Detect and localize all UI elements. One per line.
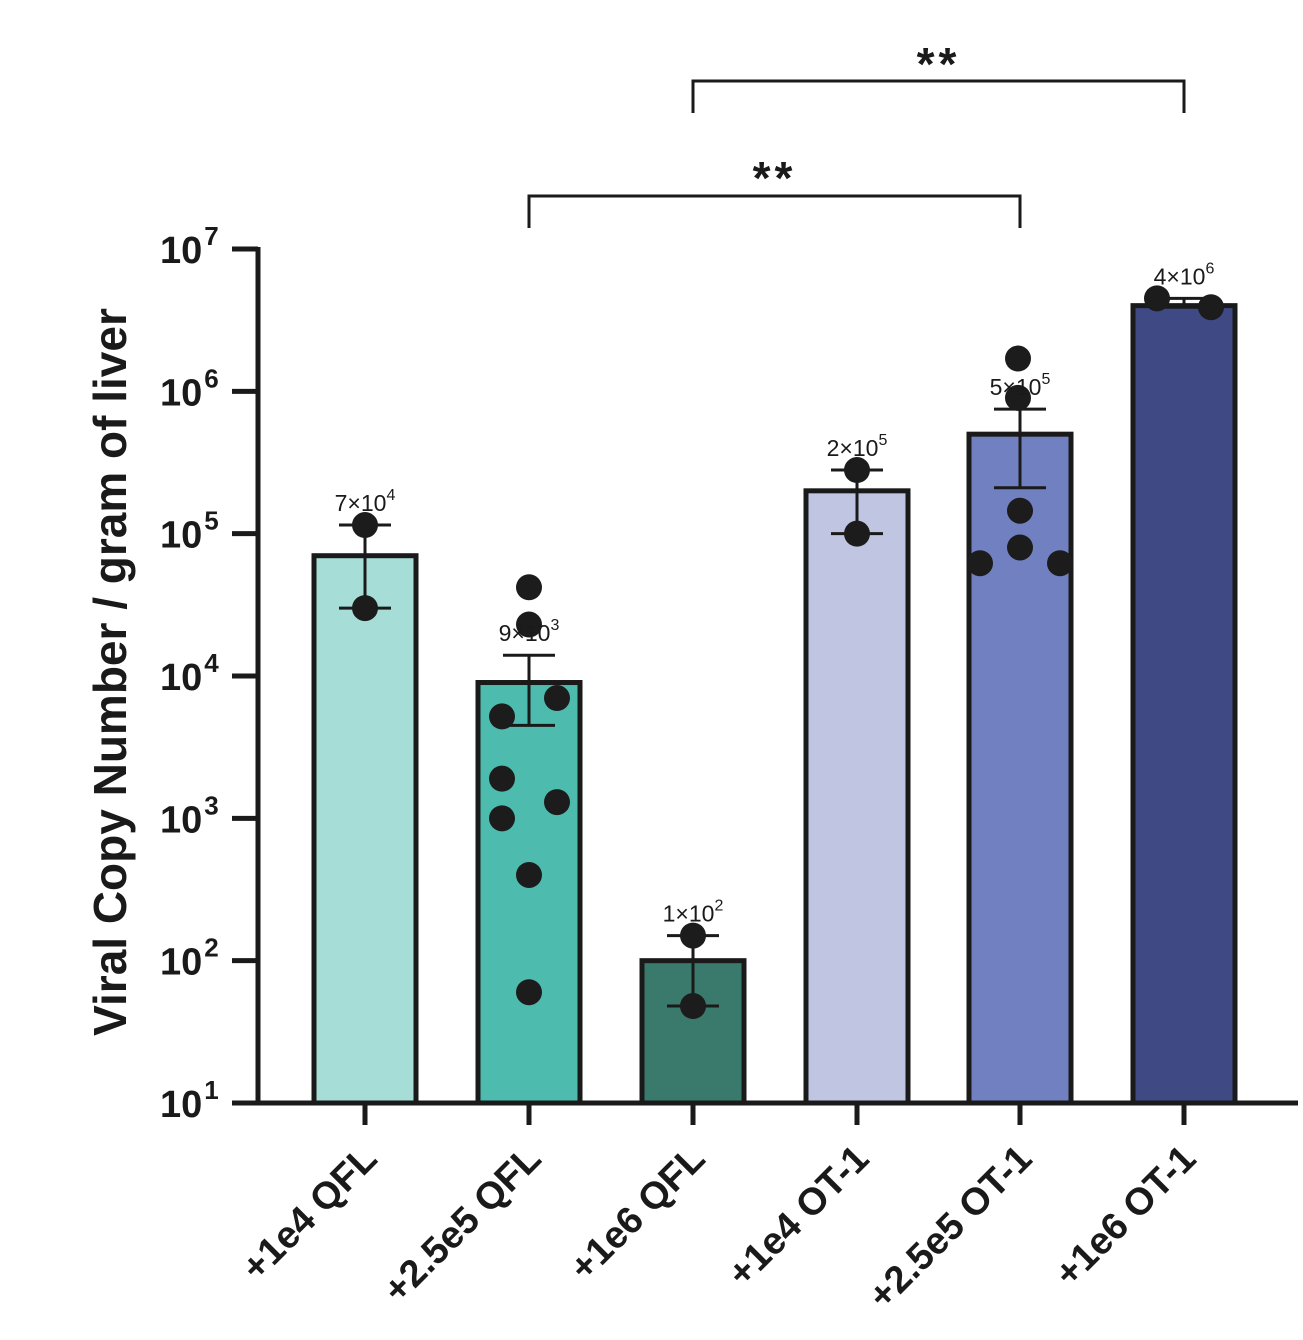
bars [311,303,1238,1106]
data-point [489,703,515,730]
bar-value-label-3: 1×102 [663,898,724,927]
significance-bracket-2 [691,79,1186,113]
data-point [516,861,542,888]
data-point [1007,497,1033,524]
y-tick-label-base: 10 [160,230,202,272]
data-point [1047,550,1073,577]
y-tick-label-base: 10 [160,942,202,984]
y-tick-label-exponent: 7 [204,221,218,251]
bar-value-label-2: 9×103 [499,617,560,646]
bar-value-label-base: 1×10 [663,901,715,927]
bar-value-label-exponent: 3 [550,617,559,634]
y-tick-label: 107 [160,221,219,272]
bar-4 [803,488,911,1106]
significance-label-2: ** [917,38,961,90]
y-tick-label-base: 10 [160,515,202,557]
bar-value-label-6: 4×106 [1154,260,1215,289]
y-tick-label-exponent: 1 [204,1075,218,1105]
data-point [489,765,515,792]
data-point [516,574,542,601]
bar-value-label-base: 5×10 [990,374,1042,400]
bar-value-label-exponent: 5 [878,432,887,449]
data-point [544,685,570,712]
data-point [1005,345,1031,372]
data-points [352,285,1224,1020]
significance-bracket-1 [527,194,1022,228]
y-tick-label-base: 10 [160,372,202,414]
significance-label-1: ** [753,152,797,204]
bar-value-label-base: 7×10 [335,490,387,516]
data-point [352,595,378,622]
y-tick-label-base: 10 [160,1084,202,1126]
data-point [1005,384,1031,411]
bar-value-label-4: 2×105 [827,432,888,461]
x-tick-label-1: +1e4 QFL [234,1138,385,1289]
data-point [680,922,706,949]
bar-value-label-base: 4×10 [1154,263,1206,289]
y-tick-label: 106 [160,363,219,414]
y-tick-label-exponent: 3 [204,790,218,820]
bar-value-label-exponent: 2 [714,898,723,915]
bar-value-label-base: 2×10 [827,435,879,461]
significance-brackets: ** ** [527,38,1186,228]
x-ticks: +1e4 QFL+2.5e5 QFL +1e6 QFL +1e4 OT-1+2.5e… [234,1103,1204,1317]
data-point [516,979,542,1006]
bar-value-label-exponent: 6 [1205,260,1214,277]
x-tick-label-3: +1e6 QFL [562,1138,713,1289]
bar-2 [475,680,583,1106]
bar-6 [1130,303,1238,1106]
bar-value-label-5: 5×105 [990,371,1051,400]
bar-value-label-1: 7×104 [335,487,396,516]
y-tick-label-exponent: 4 [204,648,219,678]
data-point [1007,534,1033,561]
data-point [844,520,870,547]
data-point [680,993,706,1020]
y-tick-label-exponent: 2 [204,933,218,963]
y-tick-label: 102 [160,933,219,984]
x-tick-label-6: +1e6 OT-1 [1047,1138,1204,1295]
bar-value-label-exponent: 4 [386,487,395,504]
x-tick-label-4: +1e4 OT-1 [720,1138,877,1295]
data-point [967,550,993,577]
data-point [1198,294,1224,321]
bar-value-label-base: 9×10 [499,620,551,646]
x-tick-label-5: +2.5e5 OT-1 [861,1138,1041,1318]
data-point [516,611,542,638]
error-bars [339,296,1210,1008]
y-tick-label-exponent: 5 [204,506,218,536]
y-tick-label-base: 10 [160,799,202,841]
x-tick-label-2: +2.5e5 QFL [376,1138,550,1312]
y-tick-label: 103 [160,790,219,841]
y-tick-label-base: 10 [160,657,202,699]
y-tick-label: 101 [160,1075,219,1126]
data-point [489,805,515,832]
data-point [844,457,870,484]
data-point [1144,285,1170,312]
y-axis-label: Viral Copy Number / gram of liver [84,308,136,1036]
y-tick-label: 105 [160,506,219,557]
bar-value-label-exponent: 5 [1041,371,1050,388]
y-tick-label-exponent: 6 [204,363,218,393]
y-tick-label: 104 [160,648,219,699]
bar-1 [311,553,419,1106]
data-point [544,789,570,816]
data-point [352,512,378,539]
